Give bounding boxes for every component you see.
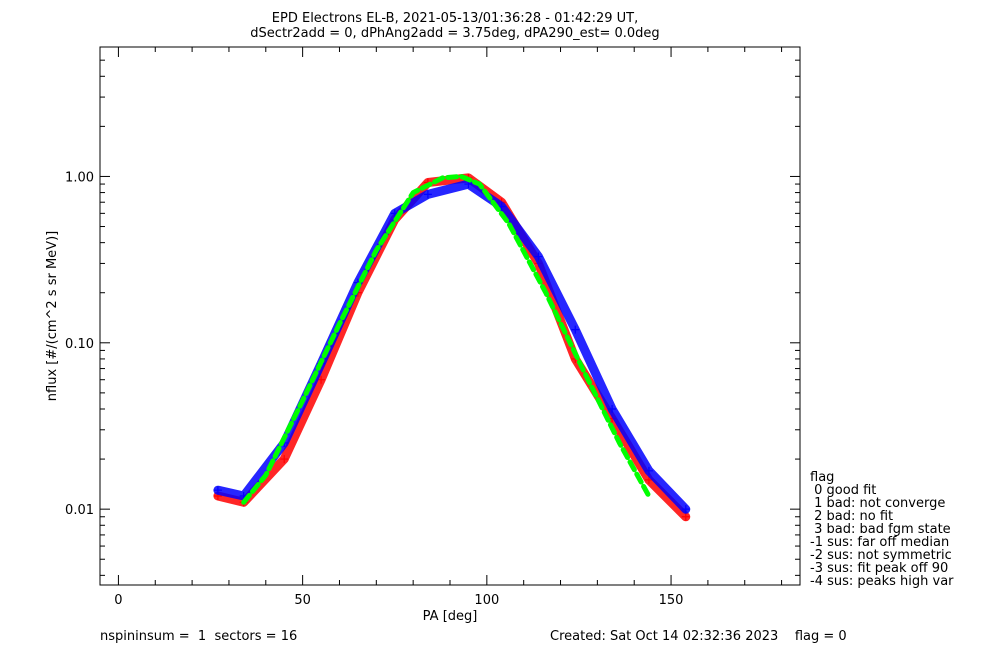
series-point (534, 252, 543, 261)
y-tick-label: 1.00 (65, 170, 94, 185)
series-point (608, 405, 617, 413)
series-point (644, 466, 653, 475)
y-axis-label: nflux [#/(cm^2 s sr MeV)] (45, 231, 60, 401)
plot-area (213, 173, 691, 522)
point-marker (681, 512, 690, 521)
series-point (571, 325, 580, 334)
series-line (213, 173, 691, 522)
x-tick-label: 100 (474, 593, 499, 608)
point-marker (608, 405, 617, 413)
point-marker (213, 486, 222, 495)
point-marker (571, 325, 580, 334)
legend-entry: -2 sus: not symmetric (810, 548, 952, 563)
point-marker (280, 455, 289, 464)
x-tick-label: 50 (294, 593, 311, 608)
x-axis-label: PA [deg] (423, 609, 478, 624)
chart-subtitle: dSectr2add = 0, dPhAng2add = 3.75deg, dP… (250, 26, 659, 41)
legend: flag 0 good fit 1 bad: not converge 2 ba… (810, 470, 954, 589)
plot-frame (99, 46, 801, 586)
point-marker (534, 252, 543, 261)
legend-title: flag (810, 470, 834, 485)
legend-entry: 2 bad: no fit (810, 509, 893, 524)
series-point (681, 512, 690, 521)
legend-entry: 3 bad: bad fgm state (810, 522, 951, 537)
series-point (681, 505, 690, 514)
legend-entry: 1 bad: not converge (810, 496, 945, 511)
y-tick-label: 0.01 (65, 503, 94, 518)
footer-right: Created: Sat Oct 14 02:32:36 2023 flag =… (550, 629, 847, 644)
point-marker (423, 190, 432, 199)
x-tick-label: 150 (659, 593, 684, 608)
legend-entry: -1 sus: far off median (810, 535, 949, 550)
y-tick-label: 0.10 (65, 337, 94, 352)
point-marker (681, 505, 690, 514)
series-point (213, 486, 222, 495)
chart-title: EPD Electrons EL-B, 2021-05-13/01:36:28 … (272, 11, 638, 26)
series-point (423, 190, 432, 199)
series-point (280, 455, 289, 464)
x-axis: 0 50 100 150 (114, 47, 783, 608)
point-marker (644, 466, 653, 475)
y-axis: 0.01 0.10 1.00 (65, 59, 800, 576)
x-tick-label: 0 (114, 593, 122, 608)
footer-left: nspininsum = 1 sectors = 16 (100, 629, 297, 644)
legend-entry: -4 sus: peaks high var (810, 574, 954, 589)
legend-entry: 0 good fit (810, 483, 876, 498)
series-line (241, 173, 652, 505)
legend-entry: -3 sus: fit peak off 90 (810, 561, 948, 576)
